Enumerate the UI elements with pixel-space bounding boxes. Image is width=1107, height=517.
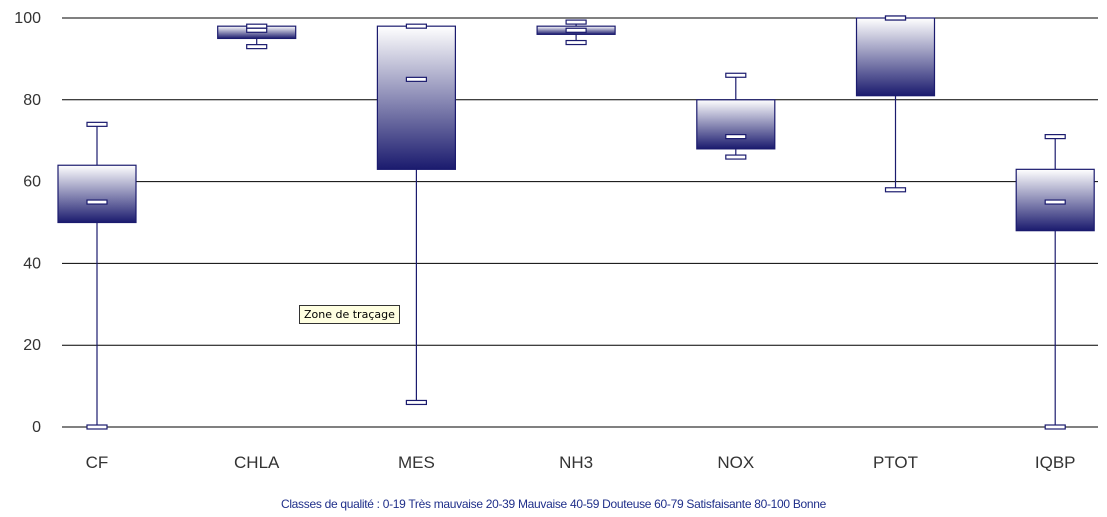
- y-tick-label: 40: [23, 255, 41, 272]
- box-iqbp: [1015, 134, 1095, 430]
- median-marker: [1044, 199, 1066, 205]
- iqr-box: [376, 25, 456, 170]
- x-category-label: NH3: [559, 453, 593, 472]
- median-marker: [86, 199, 108, 205]
- min-cap: [884, 187, 907, 193]
- x-category-label: CF: [86, 453, 109, 472]
- box-chla: [217, 23, 297, 50]
- box-nox: [696, 72, 776, 160]
- min-cap: [405, 399, 427, 406]
- box-nh3: [536, 19, 616, 46]
- median-marker: [884, 15, 907, 21]
- max-cap: [86, 121, 108, 127]
- grid-layer: [62, 17, 1098, 428]
- x-axis-categories: CF CHLA MES NH3 NOX PTOT IQBP: [86, 453, 1076, 472]
- iqr-box: [696, 99, 776, 150]
- box-mes: [376, 23, 456, 406]
- max-cap: [1044, 134, 1066, 140]
- y-tick-label: 20: [23, 337, 41, 354]
- boxes-layer: [57, 15, 1095, 430]
- quality-classes-legend: Classes de qualité : 0-19 Très mauvaise …: [280, 497, 827, 511]
- max-cap: [405, 23, 427, 29]
- x-category-label: NOX: [717, 453, 754, 472]
- median-marker: [405, 76, 427, 82]
- y-tick-label: 60: [23, 174, 41, 191]
- x-category-label: CHLA: [234, 453, 280, 472]
- plot-area-tooltip: Zone de traçage: [299, 305, 400, 324]
- max-cap: [725, 72, 747, 78]
- min-cap: [565, 39, 587, 46]
- max-cap: [246, 23, 268, 29]
- median-marker: [725, 134, 747, 140]
- box-ptot: [855, 15, 936, 193]
- median-marker: [246, 27, 268, 33]
- max-cap: [565, 19, 587, 25]
- y-tick-label: 80: [23, 92, 41, 109]
- x-category-label: PTOT: [873, 453, 918, 472]
- min-cap: [725, 154, 747, 160]
- min-cap: [86, 424, 108, 430]
- y-tick-label: 100: [14, 10, 41, 27]
- box-plot-chart: 0 20 40 60 80 100 CF CHLA MES NH3 NOX PTOT IQBP: [14, 10, 1098, 472]
- iqr-box: [57, 164, 137, 224]
- min-cap: [1044, 424, 1066, 430]
- median-marker: [565, 27, 587, 33]
- y-tick-label: 0: [32, 419, 41, 436]
- x-category-label: IQBP: [1035, 453, 1076, 472]
- y-axis-ticks: 0 20 40 60 80 100: [14, 10, 41, 436]
- iqr-box: [855, 17, 936, 97]
- min-cap: [246, 44, 268, 50]
- x-category-label: MES: [398, 453, 435, 472]
- box-cf: [57, 121, 137, 430]
